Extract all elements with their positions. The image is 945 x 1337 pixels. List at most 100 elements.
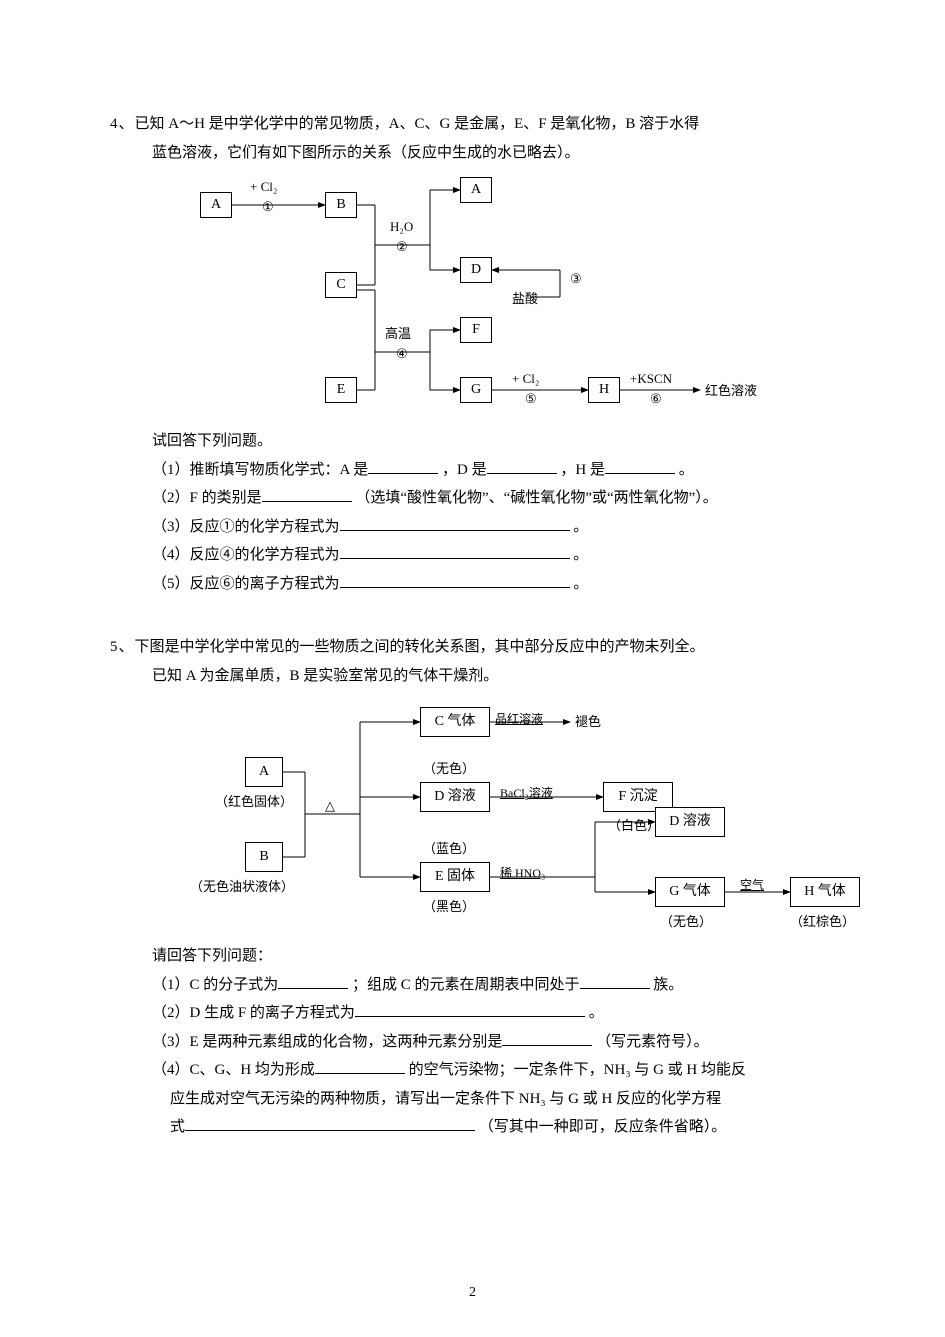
q5-p1-b: ；组成 C 的元素在周期表中同处于 <box>352 977 580 993</box>
q4-p2: （2）F 的类别是 （选填“酸性氧化物”、“碱性氧化物”或“两性氧化物”）。 <box>110 484 850 513</box>
q4-label-circ6: ⑥ <box>650 387 662 412</box>
q5-after-diagram: 请回答下列问题： <box>110 942 850 971</box>
blank[interactable] <box>368 458 438 474</box>
q4-p2-a: （2）F 的类别是 <box>152 490 262 506</box>
q4-label-circ4: ④ <box>396 342 408 367</box>
q4-p1-c: ，H 是 <box>560 462 605 478</box>
q4-p3-b: 。 <box>573 519 588 535</box>
q4-number: 4、 <box>110 110 135 139</box>
q4-p2-b: （选填“酸性氧化物”、“碱性氧化物”或“两性氧化物”）。 <box>355 490 717 506</box>
q5-p4-b: 的空气污染物；一定条件下，NH₃ 与 G 或 H 均能反 <box>409 1062 746 1078</box>
q4-p5-a: （5）反应⑥的离子方程式为 <box>152 576 340 592</box>
label-fade: 褪色 <box>575 710 601 735</box>
q4-p5-b: 。 <box>573 576 588 592</box>
label-white: （白色） <box>608 814 660 839</box>
q4-after-diagram: 试回答下列问题。 <box>110 427 850 456</box>
blank[interactable] <box>580 973 650 989</box>
q4-label-red: 红色溶液 <box>705 379 757 404</box>
question-5: 5、 下图是中学化学中常见的一些物质之间的转化关系图，其中部分反应中的产物未列全… <box>110 633 850 1142</box>
q4-diagram: ABACDFEGH+ Cl₂①H₂O②③盐酸高温④+ Cl₂⑤+KSCN⑥红色溶… <box>180 177 800 417</box>
node-E: E 固体 <box>420 862 490 892</box>
q4-node-C: C <box>325 272 357 298</box>
label-redbrown: （红棕色） <box>790 910 855 935</box>
label-colorless2: （无色） <box>423 757 475 782</box>
q4-node-B: B <box>325 192 357 218</box>
label-pinhong: 品红溶液 <box>495 708 543 731</box>
q4-node-D: D <box>460 257 492 283</box>
label-red-solid: （红色固体） <box>215 790 293 815</box>
node-C: C 气体 <box>420 707 490 737</box>
blank[interactable] <box>262 486 352 502</box>
q5-p4-line3: 式 （写其中一种即可，反应条件省略）。 <box>110 1113 850 1142</box>
node-G-text: G 气体 <box>669 879 711 906</box>
blank[interactable] <box>340 515 570 531</box>
q5-p2-a: （2）D 生成 F 的离子方程式为 <box>152 1005 355 1021</box>
q5-number: 5、 <box>110 633 135 662</box>
q5-p3-b: （写元素符号）。 <box>596 1034 709 1050</box>
label-colorless-oil: （无色油状液体） <box>190 875 294 900</box>
q4-p4-a: （4）反应④的化学方程式为 <box>152 547 340 563</box>
label-triangle: △ <box>325 794 335 819</box>
node-D: D 溶液 <box>420 782 490 812</box>
node-F-text: F 沉淀 <box>618 784 657 811</box>
label-air: 空气 <box>740 874 764 897</box>
q4-p4: （4）反应④的化学方程式为 。 <box>110 541 850 570</box>
node-D-text: D 溶液 <box>434 784 476 811</box>
node-G: G 气体 <box>655 877 725 907</box>
q5-p4-a: （4）C、G、H 均为形成 <box>152 1062 315 1078</box>
q4-node-A: A <box>200 192 232 218</box>
q4-p4-b: 。 <box>573 547 588 563</box>
q5-intro-line2: 已知 A 为金属单质，B 是实验室常见的气体干燥剂。 <box>110 662 850 691</box>
q5-p4-d: 式 <box>170 1119 185 1135</box>
node-E-text: E 固体 <box>435 864 475 891</box>
q4-p1: （1）推断填写物质化学式：A 是 ，D 是 ，H 是 。 <box>110 456 850 485</box>
label-colorless3: （无色） <box>660 910 712 935</box>
q4-p3: （3）反应①的化学方程式为 。 <box>110 513 850 542</box>
node-A: A <box>245 757 283 787</box>
q5-p4-c: 应生成对空气无污染的两种物质，请写出一定条件下 NH₃ 与 G 或 H 反应的化… <box>170 1091 721 1107</box>
q5-p1-c: 族。 <box>653 977 683 993</box>
q5-p1-a: （1）C 的分子式为 <box>152 977 278 993</box>
node-B: B <box>245 842 283 872</box>
q4-p5: （5）反应⑥的离子方程式为 。 <box>110 570 850 599</box>
label-hno3: 稀 HNO₃ <box>500 862 545 885</box>
label-bacl2: BaCl₂溶液 <box>500 782 553 805</box>
q5-p4-line2: 应生成对空气无污染的两种物质，请写出一定条件下 NH₃ 与 G 或 H 反应的化… <box>110 1085 850 1114</box>
q4-label-circ2: ② <box>396 235 408 260</box>
node-H: H 气体 <box>790 877 860 907</box>
q4-node-G: G <box>460 377 492 403</box>
q4-p1-a: （1）推断填写物质化学式：A 是 <box>152 462 368 478</box>
label-blue: （蓝色） <box>423 837 475 862</box>
blank[interactable] <box>355 1001 585 1017</box>
page-number: 2 <box>0 1280 945 1307</box>
q4-intro-line1: 已知 A～H 是中学化学中的常见物质，A、C、G 是金属，E、F 是氧化物，B … <box>135 110 700 139</box>
q4-node-H: H <box>588 377 620 403</box>
node-H-text: H 气体 <box>804 879 846 906</box>
blank[interactable] <box>278 973 348 989</box>
q5-p3: （3）E 是两种元素组成的化合物，这两种元素分别是 （写元素符号）。 <box>110 1028 850 1057</box>
q5-intro-line1: 下图是中学化学中常见的一些物质之间的转化关系图，其中部分反应中的产物未列全。 <box>135 633 705 662</box>
node-A-text: A <box>259 759 269 786</box>
q5-p4: （4）C、G、H 均为形成 的空气污染物；一定条件下，NH₃ 与 G 或 H 均… <box>110 1056 850 1085</box>
blank[interactable] <box>315 1058 405 1074</box>
q5-p4-e: （写其中一种即可，反应条件省略）。 <box>479 1119 727 1135</box>
blank[interactable] <box>487 458 557 474</box>
q4-label-circ1: ① <box>262 195 274 220</box>
node-B-text: B <box>259 844 268 871</box>
q4-label-yansuan: 盐酸 <box>512 287 538 312</box>
blank[interactable] <box>185 1115 475 1131</box>
blank[interactable] <box>340 543 570 559</box>
node-C-text: C 气体 <box>435 709 476 736</box>
q5-diagram: A B C 气体 D 溶液 E 固体 F 沉淀 D 溶液 G 气体 H 气体 （… <box>195 702 865 937</box>
q4-label-circ5: ⑤ <box>525 387 537 412</box>
blank[interactable] <box>502 1030 592 1046</box>
question-4: 4、 已知 A～H 是中学化学中的常见物质，A、C、G 是金属，E、F 是氧化物… <box>110 110 850 598</box>
q4-node-A2: A <box>460 177 492 203</box>
q4-intro: 4、 已知 A～H 是中学化学中的常见物质，A、C、G 是金属，E、F 是氧化物… <box>110 110 850 139</box>
q4-node-F: F <box>460 317 492 343</box>
node-D2: D 溶液 <box>655 807 725 837</box>
q5-p2: （2）D 生成 F 的离子方程式为 。 <box>110 999 850 1028</box>
blank[interactable] <box>605 458 675 474</box>
blank[interactable] <box>340 572 570 588</box>
q5-p3-a: （3）E 是两种元素组成的化合物，这两种元素分别是 <box>152 1034 502 1050</box>
